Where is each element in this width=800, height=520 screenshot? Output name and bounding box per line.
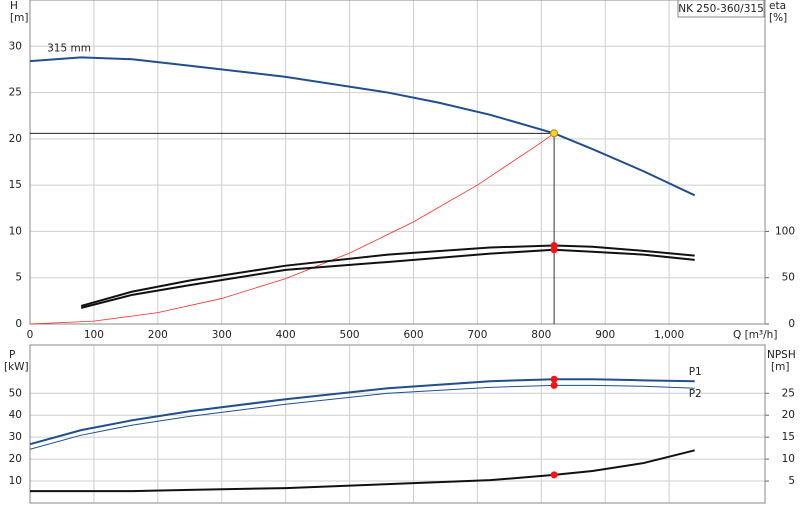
y-tick-label: 30 (9, 431, 22, 443)
y2-tick-label: 20 (782, 409, 795, 421)
x-tick-label: 400 (276, 329, 296, 341)
y-axis-unit: [kW] (4, 361, 29, 373)
y-tick-label: 20 (9, 453, 22, 465)
y2-axis-unit: [m] (771, 361, 789, 373)
series-line (29, 132, 555, 325)
y-tick-label: 15 (9, 179, 22, 191)
x-tick-label: 800 (531, 329, 551, 341)
y2-axis-label: eta (769, 0, 786, 12)
y2-tick-label: 10 (782, 453, 795, 465)
y-tick-label: 0 (15, 318, 22, 330)
series-line (29, 56, 696, 197)
y2-tick-label: 25 (782, 387, 795, 399)
plot-frame (29, 344, 766, 504)
y-tick-label: 5 (15, 272, 22, 284)
chart-title: NK 250-360/315 (678, 3, 764, 15)
y-axis-label: P (9, 349, 15, 361)
x-tick-label: 500 (340, 329, 360, 341)
y2-tick-label: 0 (788, 318, 795, 330)
y-tick-label: 10 (9, 225, 22, 237)
y2-tick-label: 5 (788, 475, 795, 487)
y-tick-label: 10 (9, 475, 22, 487)
y-tick-label: 30 (9, 40, 22, 52)
y2-axis-unit: [%] (769, 12, 787, 24)
y-axis-label: H (10, 0, 18, 12)
y-tick-label: 25 (9, 87, 22, 99)
duty-marker (550, 375, 558, 383)
series-label: 315 mm (47, 42, 91, 54)
duty-marker (550, 381, 558, 389)
x-tick-label: 100 (84, 329, 104, 341)
duty-marker (550, 471, 558, 479)
x-tick-label: 1,000 (654, 329, 684, 341)
y-tick-label: 20 (9, 133, 22, 145)
x-tick-label: 600 (403, 329, 423, 341)
x-tick-label: 0 (27, 329, 34, 341)
x-axis-label: Q [m³/h] (733, 329, 777, 341)
series-line (30, 449, 695, 493)
y-axis-unit: [m] (10, 12, 28, 24)
series-line (80, 244, 695, 307)
duty-marker (550, 246, 558, 254)
y-tick-label: 50 (9, 387, 22, 399)
title-box (677, 0, 765, 18)
x-tick-label: 700 (467, 329, 487, 341)
x-tick-label: 300 (212, 329, 232, 341)
plot-frame (29, 0, 766, 325)
series-line (29, 384, 695, 450)
y2-tick-label: 50 (782, 272, 795, 284)
y2-tick-label: 100 (775, 225, 795, 237)
y2-tick-label: 15 (782, 431, 795, 443)
series-line (80, 248, 695, 309)
series-line (29, 378, 695, 446)
legend-label: P1 (689, 366, 702, 378)
x-tick-label: 200 (148, 329, 168, 341)
legend-label: P2 (689, 388, 702, 400)
x-tick-label: 900 (595, 329, 615, 341)
y2-axis-label: NPSH (767, 349, 796, 361)
y-tick-label: 40 (9, 409, 22, 421)
duty-marker (550, 129, 559, 138)
